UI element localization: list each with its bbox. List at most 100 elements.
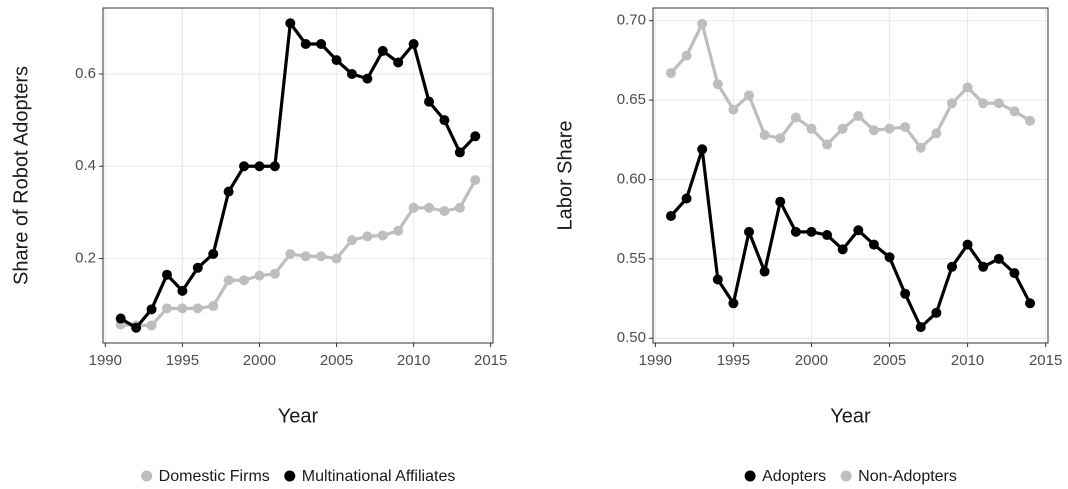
data-point (915, 322, 926, 333)
data-point (665, 68, 676, 79)
legend-marker (840, 470, 852, 482)
legend: Adopters Non-Adopters (744, 468, 957, 485)
x-tick-label: 2005 (320, 352, 353, 369)
y-tick-label: 0.4 (75, 157, 96, 174)
data-point (931, 307, 942, 318)
data-point (424, 202, 435, 213)
legend-marker (744, 470, 756, 482)
data-point (177, 285, 188, 296)
data-point (759, 130, 770, 141)
y-tick-label: 0.55 (617, 250, 646, 267)
data-point (377, 230, 388, 241)
data-point (993, 98, 1004, 109)
data-point (223, 275, 234, 286)
data-point (681, 50, 692, 61)
data-point (408, 38, 419, 49)
data-point (900, 288, 911, 299)
data-point (362, 73, 373, 84)
x-tick-label: 2015 (474, 352, 507, 369)
data-point (993, 253, 1004, 264)
x-tick-label: 2000 (243, 352, 276, 369)
data-point (931, 128, 942, 139)
data-point (962, 82, 973, 93)
panel-border (102, 7, 494, 344)
x-tick-label: 2005 (873, 352, 906, 369)
data-point (681, 193, 692, 204)
data-point (837, 123, 848, 134)
data-point (853, 225, 864, 236)
data-point (362, 231, 373, 242)
x-axis-title: Year (278, 405, 319, 427)
panel (103, 8, 493, 343)
legend-marker (284, 470, 296, 482)
data-point (946, 261, 957, 272)
x-axis-title: Year (830, 405, 871, 427)
data-point (316, 251, 327, 262)
data-point (146, 320, 157, 331)
data-point (454, 147, 465, 158)
y-tick-label: 0.70 (617, 12, 646, 29)
x-tick-label: 1990 (639, 352, 672, 369)
legend-label: Multinational Affiliates (302, 468, 456, 485)
data-point (439, 206, 450, 217)
data-point (822, 230, 833, 241)
data-point (962, 239, 973, 250)
data-point (728, 104, 739, 115)
data-point (254, 270, 265, 281)
data-point (790, 112, 801, 123)
data-point (269, 268, 280, 279)
data-point (239, 161, 250, 172)
data-point (1025, 115, 1036, 126)
data-point (712, 274, 723, 285)
y-axis-title: Share of Robot Adopters (10, 66, 32, 285)
data-point (285, 248, 296, 259)
panel-border (652, 7, 1049, 344)
data-point (300, 251, 311, 262)
data-point (1025, 298, 1036, 309)
data-point (712, 79, 723, 90)
data-point (697, 18, 708, 29)
data-point (884, 123, 895, 134)
data-point (1009, 106, 1020, 117)
y-tick-label: 0.2 (75, 250, 96, 267)
data-point (946, 98, 957, 109)
data-point (346, 68, 357, 79)
data-point (915, 142, 926, 153)
data-point (377, 45, 388, 56)
data-point (161, 269, 172, 280)
data-point (439, 115, 450, 126)
data-point (300, 38, 311, 49)
data-point (697, 144, 708, 155)
data-point (868, 125, 879, 136)
data-point (393, 225, 404, 236)
data-point (223, 186, 234, 197)
data-point (192, 262, 203, 273)
y-tick-label: 0.65 (617, 91, 646, 108)
data-point (884, 252, 895, 263)
data-point (868, 239, 879, 250)
data-point (408, 202, 419, 213)
legend: Domestic Firms Multinational Affiliates (141, 468, 455, 485)
data-point (254, 161, 265, 172)
legend-marker (141, 470, 153, 482)
data-point (161, 303, 172, 314)
data-point (269, 161, 280, 172)
data-point (239, 275, 250, 286)
x-tick-label: 1990 (89, 352, 122, 369)
x-tick-label: 2015 (1029, 352, 1062, 369)
data-point (208, 248, 219, 259)
data-point (470, 175, 481, 186)
data-point (316, 38, 327, 49)
data-point (744, 226, 755, 237)
data-point (454, 202, 465, 213)
data-point (208, 301, 219, 312)
data-point (1009, 268, 1020, 279)
data-point (759, 266, 770, 277)
data-point (900, 122, 911, 133)
data-point (978, 98, 989, 109)
data-point (806, 226, 817, 237)
panel (653, 8, 1048, 343)
data-point (331, 55, 342, 66)
y-tick-label: 0.50 (617, 329, 646, 346)
